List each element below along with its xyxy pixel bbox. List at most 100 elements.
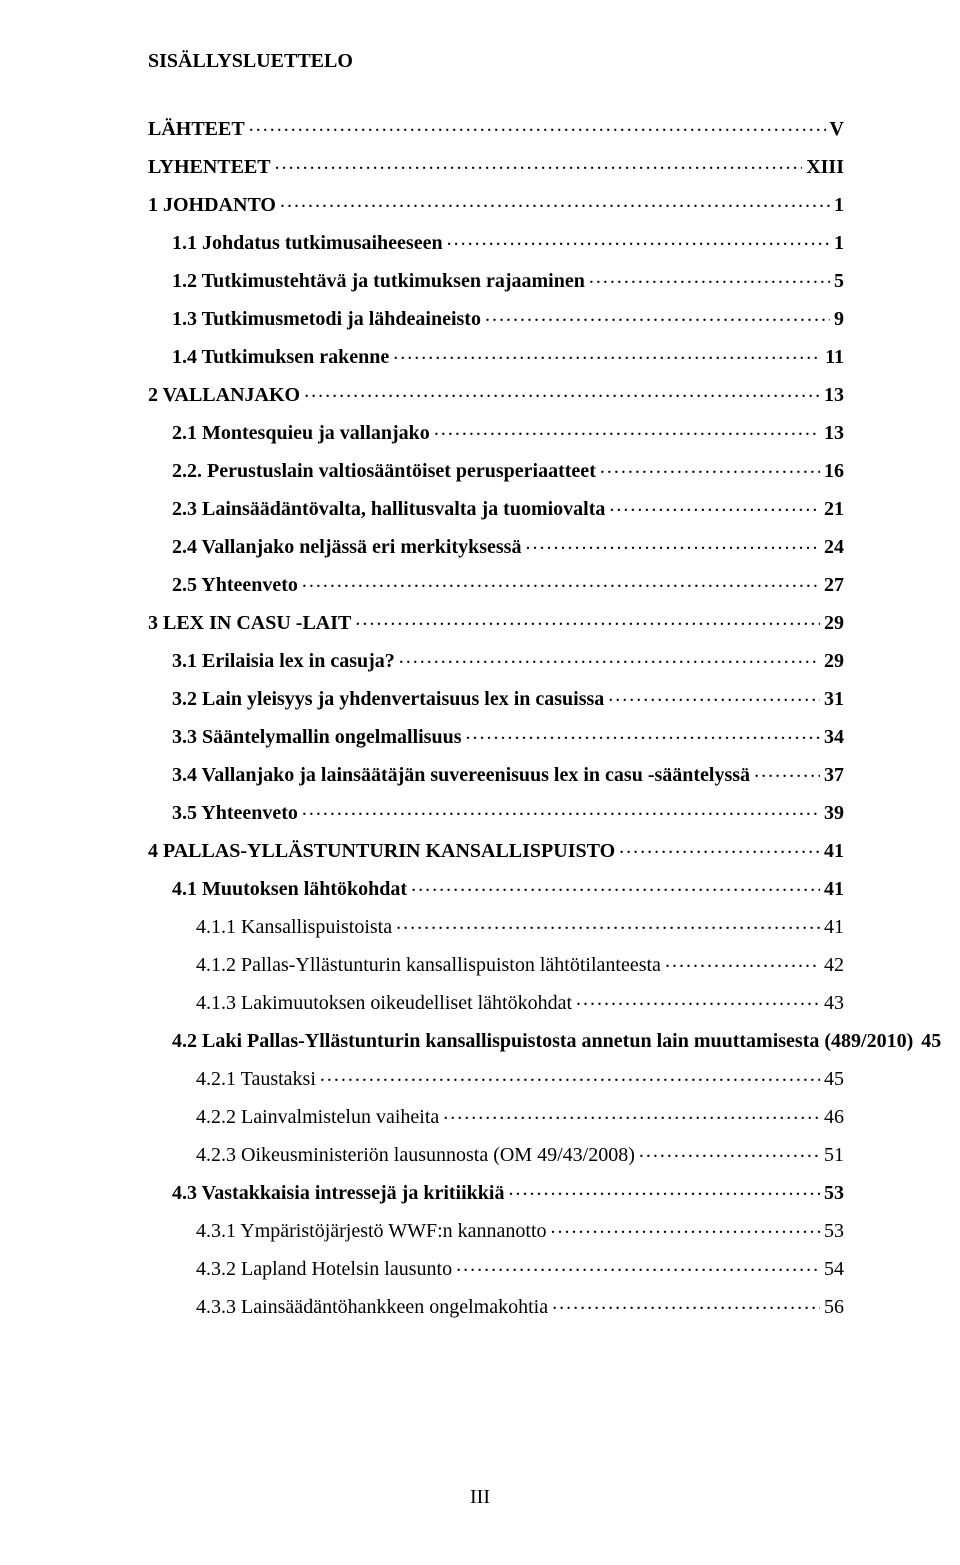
toc-entry-page: 39 [824,803,844,823]
toc-entry-page: 1 [834,233,844,253]
toc-entry: 3.5 Yhteenveto 39 [148,799,844,823]
toc-leader-dots [302,571,820,591]
toc-leader-dots [249,115,826,135]
toc-entry-label: 3.4 Vallanjako ja lainsäätäjän suvereeni… [172,765,750,785]
toc-entry-page: 11 [825,347,844,367]
toc-entry: 4.2 Laki Pallas-Yllästunturin kansallisp… [148,1027,844,1051]
toc-leader-dots [393,343,821,363]
toc-entry-label: 1.2 Tutkimustehtävä ja tutkimuksen rajaa… [172,271,585,291]
toc-leader-dots [485,305,830,325]
toc-entry-label: 4.1.3 Lakimuutoksen oikeudelliset lähtök… [196,993,572,1013]
toc-entry: 4.2.2 Lainvalmistelun vaiheita46 [148,1103,844,1127]
toc-entry-label: 4.2.1 Taustaksi [196,1069,316,1089]
toc-entry: 4.1.1 Kansallispuistoista41 [148,913,844,937]
toc-entry: 4.1.2 Pallas-Yllästunturin kansallispuis… [148,951,844,975]
toc-leader-dots [552,1293,820,1313]
toc-entry-label: 4.3.2 Lapland Hotelsin lausunto [196,1259,452,1279]
toc-entry: 1.2 Tutkimustehtävä ja tutkimuksen rajaa… [148,267,844,291]
toc-entry-page: 29 [824,613,844,633]
toc-entry: 4.1 Muutoksen lähtökohdat 41 [148,875,844,899]
toc-entry-label: 3.2 Lain yleisyys ja yhdenvertaisuus lex… [172,689,604,709]
toc-entry-label: 2.1 Montesquieu ja vallanjako [172,423,430,443]
toc-entry: 2.1 Montesquieu ja vallanjako13 [148,419,844,443]
toc-entry-label: 3.5 Yhteenveto [172,803,298,823]
toc-entry-label: 4.2.2 Lainvalmistelun vaiheita [196,1107,439,1127]
toc-leader-dots [447,229,830,249]
toc-entry: 3 LEX IN CASU -LAIT 29 [148,609,844,633]
toc-entry: 4.3 Vastakkaisia intressejä ja kritiikki… [148,1179,844,1203]
toc-entry-page: 45 [921,1031,941,1051]
toc-leader-dots [619,837,820,857]
toc-entry: 2 VALLANJAKO 13 [148,381,844,405]
toc-entry-label: 2.3 Lainsäädäntövalta, hallitusvalta ja … [172,499,605,519]
toc-entry-label: LÄHTEET [148,119,245,139]
toc-entry-label: 4 PALLAS-YLLÄSTUNTURIN KANSALLISPUISTO [148,841,615,861]
toc-leader-dots [355,609,820,629]
toc-entry: LYHENTEET XIII [148,153,844,177]
toc-entry: 2.5 Yhteenveto27 [148,571,844,595]
toc-entry-label: 4.2.3 Oikeusministeriön lausunnosta (OM … [196,1145,635,1165]
toc-leader-dots [608,685,820,705]
toc-leader-dots [275,153,803,173]
toc-entry-page: 37 [824,765,844,785]
toc-entry-page: 16 [824,461,844,481]
toc-leader-dots [576,989,820,1009]
toc-entry: 1.1 Johdatus tutkimusaiheeseen 1 [148,229,844,253]
toc-entry-label: 4.3.1 Ympäristöjärjestö WWF:n kannanotto [196,1221,547,1241]
toc-entry-page: 45 [824,1069,844,1089]
toc-entry-page: 41 [824,917,844,937]
toc-entry-page: 43 [824,993,844,1013]
toc-entry-page: XIII [806,157,844,177]
toc-entry-label: 1 JOHDANTO [148,195,276,215]
toc-entry-page: 29 [824,651,844,671]
toc-entry-page: 41 [824,841,844,861]
toc-entry-page: 13 [824,385,844,405]
toc-entry-label: 2 VALLANJAKO [148,385,300,405]
toc-entry: LÄHTEET V [148,115,844,139]
toc-leader-dots [639,1141,820,1161]
toc-entry-label: 2.5 Yhteenveto [172,575,298,595]
toc-entry-label: 2.4 Vallanjako neljässä eri merkityksess… [172,537,521,557]
toc-entry: 4.1.3 Lakimuutoksen oikeudelliset lähtök… [148,989,844,1013]
toc-entry-page: 41 [824,879,844,899]
toc-entry-label: 1.1 Johdatus tutkimusaiheeseen [172,233,443,253]
toc-entry-label: 1.4 Tutkimuksen rakenne [172,347,389,367]
toc-entry-label: 4.3 Vastakkaisia intressejä ja kritiikki… [172,1183,504,1203]
toc-entry: 2.3 Lainsäädäntövalta, hallitusvalta ja … [148,495,844,519]
toc-leader-dots [508,1179,820,1199]
toc-leader-dots [399,647,820,667]
toc-entry-page: 31 [824,689,844,709]
toc-leader-dots [411,875,820,895]
toc-entry: 4 PALLAS-YLLÄSTUNTURIN KANSALLISPUISTO 41 [148,837,844,861]
toc-entry-label: 1.3 Tutkimusmetodi ja lähdeaineisto [172,309,481,329]
toc-entry: 2.4 Vallanjako neljässä eri merkityksess… [148,533,844,557]
toc-entry-label: 4.1 Muutoksen lähtökohdat [172,879,407,899]
toc-leader-dots [600,457,820,477]
toc-entry-label: LYHENTEET [148,157,271,177]
toc-entry-page: 24 [824,537,844,557]
toc-entry: 4.3.1 Ympäristöjärjestö WWF:n kannanotto… [148,1217,844,1241]
page-number-footer: III [0,1486,960,1509]
toc-entry-page: V [830,119,844,139]
toc-entry: 1.4 Tutkimuksen rakenne 11 [148,343,844,367]
toc-entry-label: 2.2. Perustuslain valtiosääntöiset perus… [172,461,596,481]
toc-leader-dots [302,799,820,819]
toc-entry-page: 9 [834,309,844,329]
toc-entry: 3.1 Erilaisia lex in casuja? 29 [148,647,844,671]
toc-leader-dots [434,419,820,439]
toc-leader-dots [665,951,820,971]
toc-entry-label: 3 LEX IN CASU -LAIT [148,613,351,633]
toc-entry-label: 4.3.3 Lainsäädäntöhankkeen ongelmakohtia [196,1297,548,1317]
toc-entry-page: 42 [824,955,844,975]
toc-entry-label: 3.1 Erilaisia lex in casuja? [172,651,395,671]
toc-entry-page: 1 [834,195,844,215]
toc-entry-page: 53 [824,1221,844,1241]
toc-leader-dots [589,267,830,287]
toc-entry-page: 51 [824,1145,844,1165]
toc-entry: 4.2.3 Oikeusministeriön lausunnosta (OM … [148,1141,844,1165]
toc-leader-dots [551,1217,821,1237]
toc-entry-label: 3.3 Sääntelymallin ongelmallisuus [172,727,462,747]
toc-entry-label: 4.1.2 Pallas-Yllästunturin kansallispuis… [196,955,661,975]
toc-entry: 1 JOHDANTO 1 [148,191,844,215]
toc-entry-page: 21 [824,499,844,519]
